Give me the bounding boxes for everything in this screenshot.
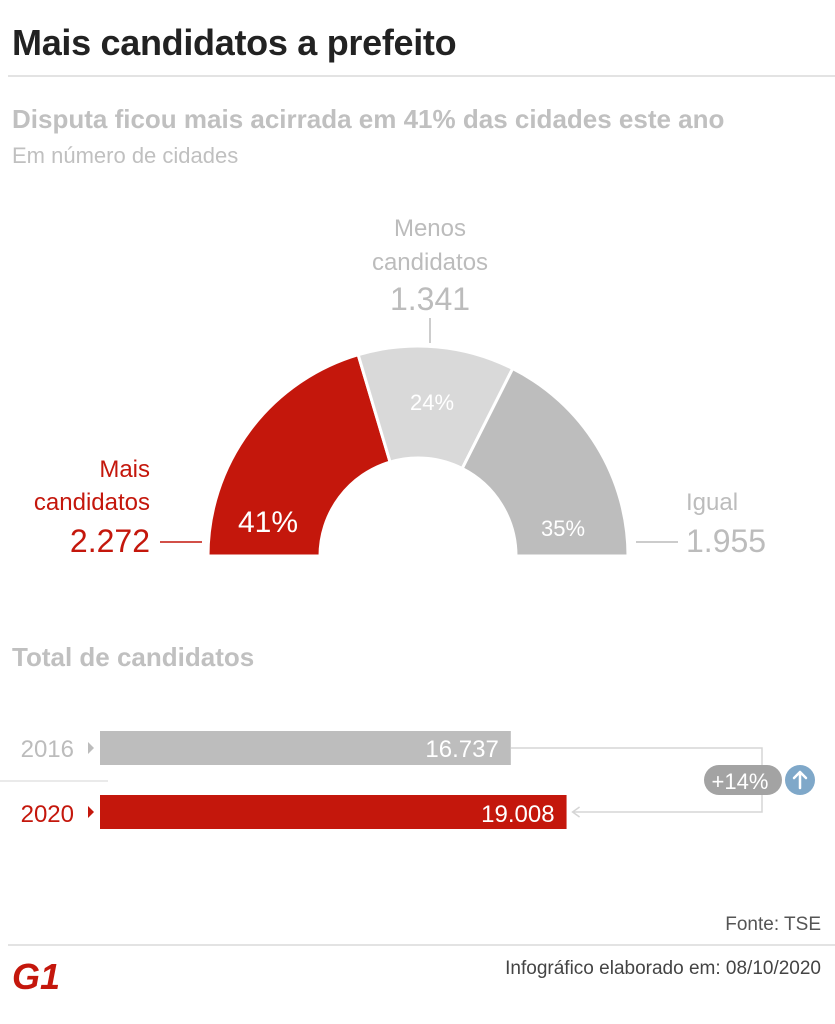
bar (100, 731, 511, 765)
category-label: Menos (394, 215, 466, 242)
slice-percent-label: 24% (410, 390, 454, 415)
donut-slice (460, 366, 630, 558)
donut-slice (356, 344, 515, 471)
credit-note: Infográfico elaborado em: 08/10/2020 (505, 958, 821, 979)
slice-percent-label: 41% (238, 506, 298, 539)
unit-note: Em número de cidades (12, 143, 239, 168)
value-label: 1.341 (390, 281, 470, 317)
up-arrow-glyph (792, 770, 808, 790)
category-label: candidatos (34, 489, 150, 516)
year-label: 2020 (21, 801, 74, 828)
change-percent-label: +14% (712, 769, 769, 794)
change-badge (704, 765, 782, 795)
bar-value-label: 19.008 (481, 801, 554, 828)
g1-logo: G1 (12, 956, 60, 994)
connector-arrowhead-icon (571, 806, 580, 818)
bar (100, 795, 567, 829)
category-label: Igual (686, 489, 738, 516)
pointer-triangle-icon (88, 742, 94, 754)
category-label: Mais (99, 456, 150, 483)
value-label: 1.955 (686, 523, 766, 559)
footer-divider (8, 944, 835, 946)
chart-title: Mais candidatos a prefeito (12, 22, 457, 63)
pointer-triangle-icon (88, 806, 94, 818)
slice-percent-label: 35% (541, 516, 585, 541)
svg-text:G1: G1 (12, 956, 60, 994)
category-label: candidatos (372, 249, 488, 276)
title-divider (8, 75, 835, 77)
year-label: 2016 (21, 736, 74, 763)
value-label: 2.272 (70, 523, 150, 559)
donut-slice (206, 352, 392, 558)
source-note: Fonte: TSE (725, 914, 821, 935)
chart-subtitle: Disputa ficou mais acirrada em 41% das c… (12, 104, 725, 134)
bar-value-label: 16.737 (425, 736, 498, 763)
bar-section-title: Total de candidatos (12, 642, 255, 672)
